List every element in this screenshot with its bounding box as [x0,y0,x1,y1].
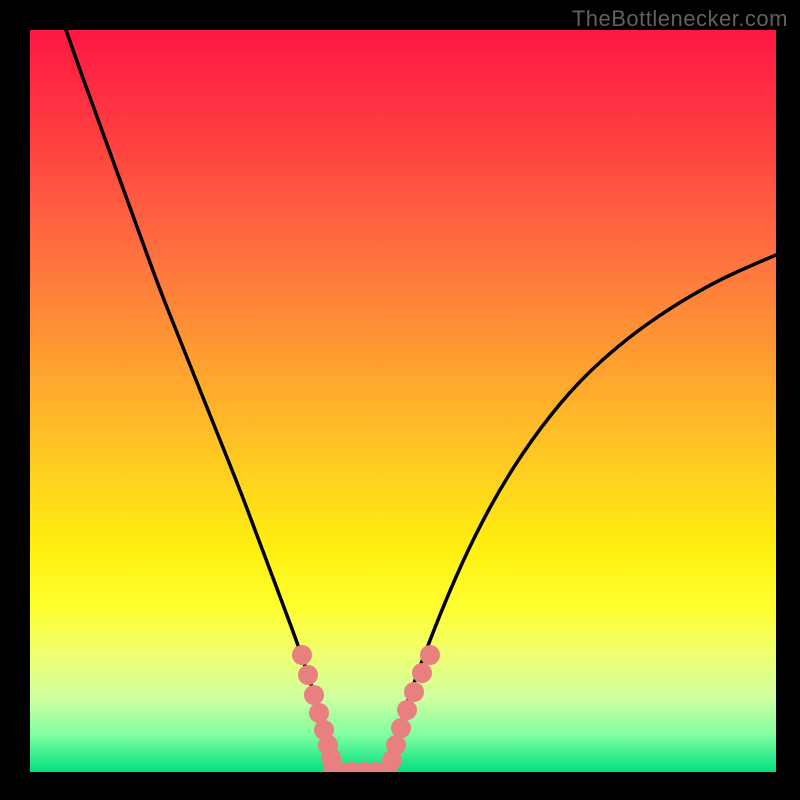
highlight-marker [292,645,312,665]
highlight-marker [391,718,411,738]
highlight-marker [412,663,432,683]
highlight-marker [304,685,324,705]
highlight-marker [404,682,424,702]
watermark-label: TheBottlenecker.com [572,6,788,32]
highlight-marker [298,665,318,685]
highlight-marker [386,735,406,755]
highlight-marker [397,700,417,720]
chart-frame: TheBottlenecker.com [0,0,800,800]
plot-area [30,30,776,772]
highlight-marker-group [292,645,440,772]
bottleneck-curve-right [390,255,776,770]
highlight-marker [420,645,440,665]
curves-overlay [30,30,776,772]
highlight-marker [309,703,329,723]
